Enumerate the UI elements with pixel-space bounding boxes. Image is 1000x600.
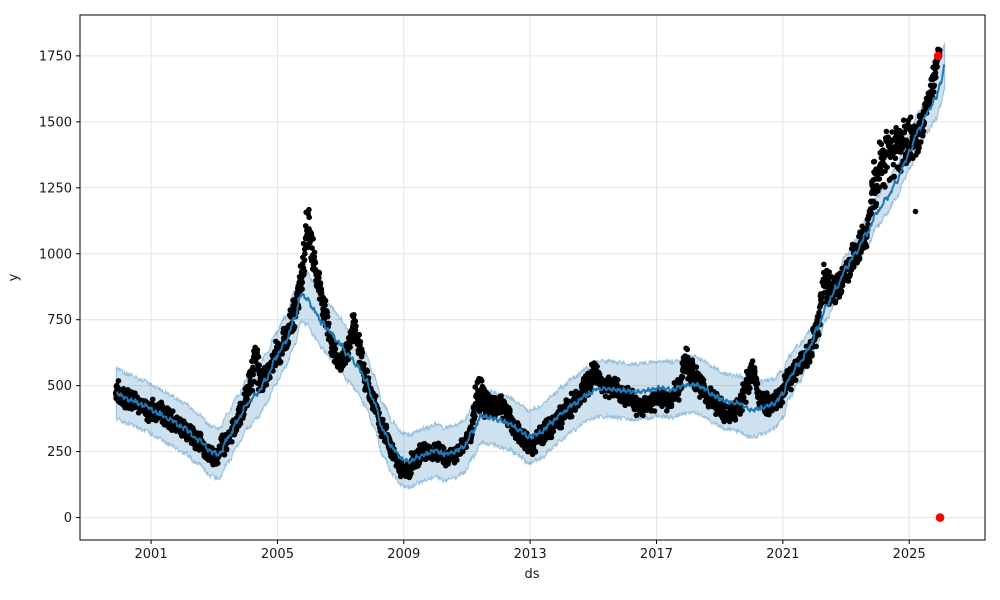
trend-line — [115, 64, 946, 465]
y-tick-label: 750 — [47, 313, 72, 328]
y-tick-label: 1500 — [39, 115, 72, 130]
x-tick-label: 2005 — [261, 547, 294, 562]
anomaly-point — [935, 513, 945, 522]
grid-lines — [80, 15, 985, 540]
x-tick-label: 2021 — [766, 547, 799, 562]
x-tick-label: 2001 — [135, 547, 168, 562]
anomaly-points — [933, 51, 945, 522]
y-tick-label: 1750 — [39, 49, 72, 64]
y-tick-label: 0 — [64, 511, 72, 526]
y-tick-label: 500 — [47, 379, 72, 394]
y-tick-label: 250 — [47, 445, 72, 460]
y-tick-label: 1000 — [39, 247, 72, 262]
x-axis-label: ds — [524, 567, 540, 582]
x-tick-label: 2025 — [893, 547, 926, 562]
plot-border — [79, 14, 986, 541]
x-axis-ticks: 2001 2005 2009 2013 2017 2021 2025 — [135, 540, 926, 562]
anomaly-point — [933, 51, 943, 61]
y-axis-label: y — [6, 273, 22, 282]
uncertainty-band — [115, 42, 946, 490]
y-tick-label: 1250 — [39, 181, 72, 196]
x-tick-label: 2009 — [387, 547, 420, 562]
x-tick-label: 2013 — [514, 547, 547, 562]
y-axis-ticks: 0 250 500 750 1000 1250 1500 1750 — [39, 49, 80, 526]
outlier-data-point — [912, 208, 919, 215]
x-tick-label: 2017 — [640, 547, 673, 562]
